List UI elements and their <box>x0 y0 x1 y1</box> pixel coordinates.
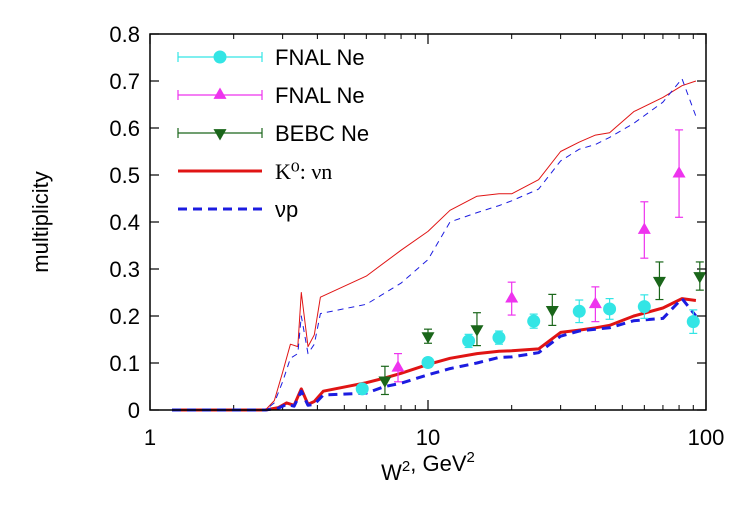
x-axis-label: W2, GeV2 <box>381 449 475 485</box>
legend-label: FNAL Ne <box>275 83 365 108</box>
data-point <box>637 222 651 234</box>
x-tick-label: 10 <box>416 425 440 450</box>
legend-marker <box>213 87 227 99</box>
legend-label: K⁰: νn <box>275 159 332 184</box>
x-tick-label: 100 <box>688 425 725 450</box>
legend-marker <box>213 50 227 64</box>
data-point <box>378 376 392 388</box>
series-points-0 <box>355 294 700 396</box>
series-line-3 <box>172 297 697 412</box>
legend-item: FNAL Ne <box>177 45 365 70</box>
data-point <box>693 272 707 284</box>
x-axis-title: W2, GeV2 <box>381 449 475 485</box>
axis-ticks <box>149 33 707 411</box>
series-line-5 <box>172 80 697 411</box>
series-line <box>172 297 698 412</box>
data-point <box>421 332 435 344</box>
y-tick-label: 0.2 <box>109 304 140 329</box>
data-point <box>686 315 700 329</box>
data-point <box>652 276 666 289</box>
data-point <box>470 325 484 337</box>
y-tick-label: 0.7 <box>109 69 140 94</box>
legend-item: K⁰: νn <box>178 159 332 184</box>
data-point <box>505 291 519 303</box>
series-points-2 <box>378 261 707 396</box>
x-axis-label-part: W <box>381 460 402 485</box>
y-axis-title: multiplicity <box>28 171 53 272</box>
data-point <box>588 296 602 309</box>
series-line-6 <box>172 78 697 411</box>
legend-label: νp <box>275 197 298 222</box>
series-line-4 <box>172 297 698 412</box>
data-point <box>492 331 506 345</box>
series-line <box>172 78 697 411</box>
tick-labels: 0 0.1 0.2 0.3 0.4 0.5 0.6 0.7 0.8 1 10 100 <box>109 22 724 450</box>
x-tick-label: 1 <box>144 425 156 450</box>
x-axis-label-superscript: 2 <box>467 449 475 466</box>
legend-label: FNAL Ne <box>275 45 365 70</box>
data-point <box>421 356 435 370</box>
data-point <box>572 304 586 318</box>
x-axis-label-part: , GeV <box>410 451 467 476</box>
data-point <box>637 300 651 314</box>
legend-item: BEBC Ne <box>177 121 369 146</box>
data-point <box>545 305 559 318</box>
data-point <box>355 382 369 396</box>
y-tick-label: 0.1 <box>109 351 140 376</box>
data-point <box>391 360 405 372</box>
legend: FNAL Ne FNAL Ne BEBC Ne K⁰: νn νp <box>177 45 369 222</box>
data-point <box>527 314 541 328</box>
x-axis-label-superscript: 2 <box>402 458 410 475</box>
data-point <box>462 334 476 348</box>
data-point <box>603 302 617 316</box>
legend-item: νp <box>178 197 298 222</box>
y-tick-label: 0.5 <box>109 163 140 188</box>
y-tick-label: 0.8 <box>109 22 140 47</box>
series-layer <box>172 78 707 412</box>
series-line <box>172 80 697 411</box>
legend-marker <box>213 129 227 141</box>
y-tick-label: 0.3 <box>109 257 140 282</box>
series-line <box>172 297 697 412</box>
series-points-1 <box>391 129 686 383</box>
plot-frame <box>149 33 707 411</box>
y-tick-label: 0.4 <box>109 210 140 235</box>
legend-label: BEBC Ne <box>275 121 369 146</box>
legend-item: FNAL Ne <box>177 83 365 108</box>
y-tick-label: 0.6 <box>109 116 140 141</box>
y-tick-label: 0 <box>128 398 140 423</box>
data-point <box>672 166 686 178</box>
